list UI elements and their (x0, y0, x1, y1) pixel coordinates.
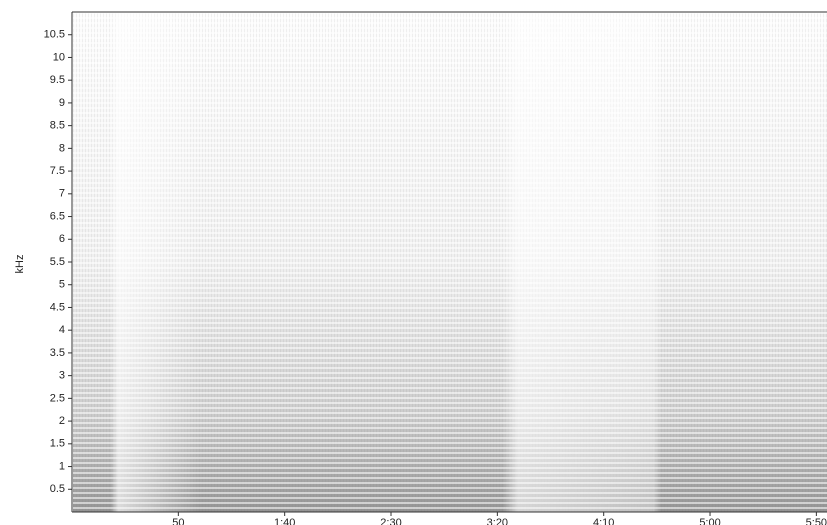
y-tick-label: 0.5 (50, 483, 65, 495)
y-tick-label: 4 (59, 324, 65, 336)
y-tick-label: 8 (59, 142, 65, 154)
x-tick-label: 2:30 (380, 517, 401, 525)
y-axis-label: kHz (14, 255, 26, 274)
y-tick-label: 3 (59, 370, 65, 382)
y-tick-label: 6 (59, 233, 65, 245)
x-tick-label: 50 (172, 517, 184, 525)
spectrogram-texture (73, 13, 827, 512)
x-tick-label: 4:10 (593, 517, 614, 525)
x-tick-label: 1:40 (274, 517, 295, 525)
x-tick-label: 3:20 (487, 517, 508, 525)
y-tick-label: 1.5 (50, 438, 65, 450)
y-tick-label: 7 (59, 188, 65, 200)
y-tick-label: 9 (59, 97, 65, 109)
y-tick-label: 1 (59, 460, 65, 472)
y-tick-label: 10 (53, 51, 65, 63)
y-tick-label: 10.5 (44, 29, 65, 41)
x-tick-label: 5:50 (806, 517, 827, 525)
y-tick-label: 6.5 (50, 210, 65, 222)
y-tick-label: 4.5 (50, 301, 65, 313)
y-tick-label: 5.5 (50, 256, 65, 268)
y-tick-label: 2 (59, 415, 65, 427)
y-tick-label: 2.5 (50, 392, 65, 404)
y-tick-label: 8.5 (50, 120, 65, 132)
y-tick-label: 5 (59, 279, 65, 291)
x-tick-label: 5:00 (699, 517, 720, 525)
y-tick-label: 3.5 (50, 347, 65, 359)
y-tick-label: 9.5 (50, 74, 65, 86)
y-tick-label: 7.5 (50, 165, 65, 177)
